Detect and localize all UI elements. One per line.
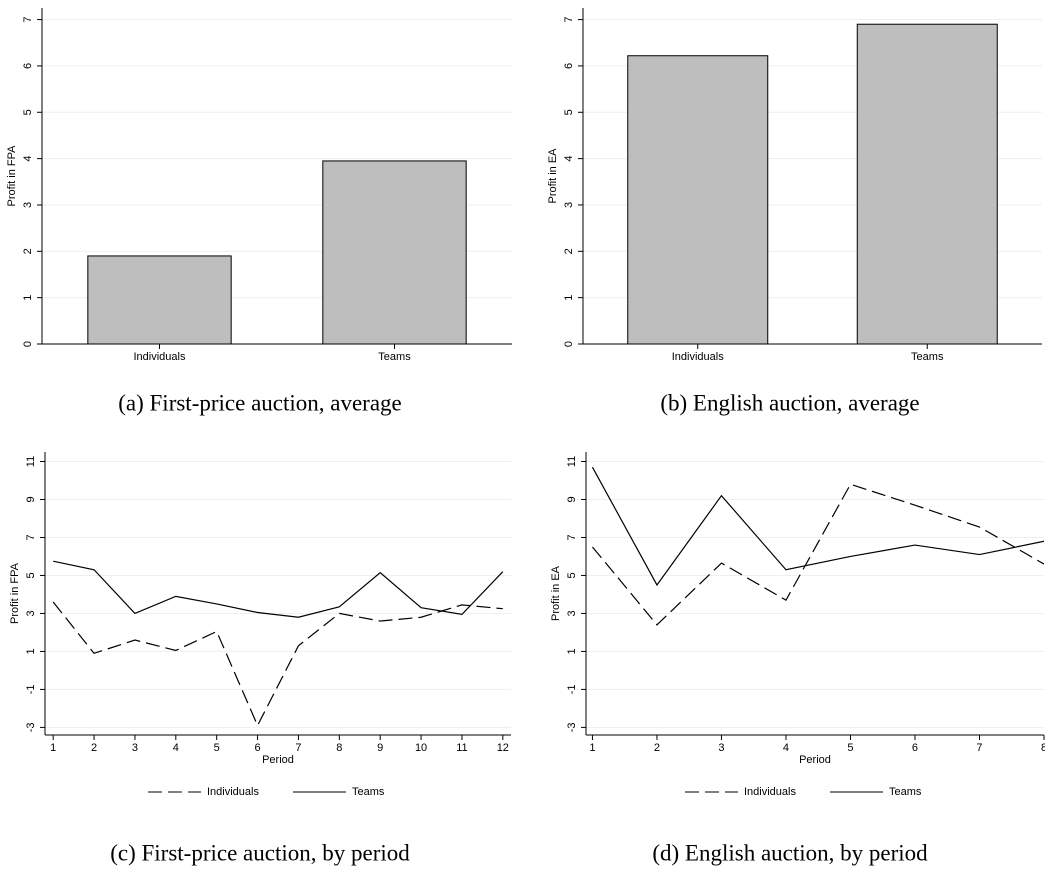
y-tick-label: 2 [22,248,34,254]
legend-label: Teams [352,786,385,798]
y-tick-label: 7 [22,17,34,23]
caption: (a) First-price auction, average [118,390,402,415]
y-tick-label: 4 [563,156,575,162]
legend-label: Individuals [207,786,259,798]
y-tick-label: 5 [22,109,34,115]
y-tick-label: 5 [25,572,37,578]
y-tick-label: 9 [566,496,578,502]
x-tick-label: 9 [377,742,383,754]
y-axis-label: Profit in EA [550,565,562,621]
y-tick-label: 7 [566,534,578,540]
y-axis-label: Profit in FPA [6,145,18,207]
bar [627,55,769,345]
x-tick-label: Individuals [134,351,186,363]
x-tick-label: 6 [912,742,918,754]
y-tick-label: 0 [22,341,34,347]
y-tick-label: 6 [563,63,575,69]
x-tick-label: 11 [456,742,467,754]
x-tick-label: 5 [214,742,220,754]
x-axis-label: Period [262,754,294,766]
line [591,466,1044,587]
x-tick-label: 8 [1041,742,1045,754]
y-axis-label: Profit in EA [547,148,559,204]
x-tick-label: Teams [911,351,944,363]
x-tick-label: 4 [173,742,179,754]
x-tick-label: 3 [132,742,138,754]
x-tick-label: 4 [783,742,789,754]
y-tick-label: -1 [25,685,37,695]
line [52,601,503,727]
y-tick-label: 9 [25,496,37,502]
x-tick-label: 7 [976,742,982,754]
y-tick-label: 4 [22,156,34,162]
y-tick-label: 3 [22,202,34,208]
x-tick-label: Individuals [672,351,724,363]
y-tick-label: -3 [566,723,578,733]
y-tick-label: 3 [566,610,578,616]
bar [87,255,232,345]
y-tick-label: 11 [566,456,578,467]
x-tick-label: 5 [847,742,853,754]
y-tick-label: 7 [563,17,575,23]
y-tick-label: 3 [25,610,37,616]
line [591,483,1044,626]
y-tick-label: 0 [563,341,575,347]
caption: (d) English auction, by period [652,840,928,865]
y-tick-label: 1 [566,648,578,654]
legend-label: Teams [889,786,922,798]
y-tick-label: -1 [566,685,578,695]
bar [322,160,467,345]
x-tick-label: 1 [589,742,595,754]
y-tick-label: 5 [563,109,575,115]
legend-label: Individuals [744,786,796,798]
y-tick-label: 11 [25,456,37,467]
x-tick-label: 7 [295,742,301,754]
y-tick-label: 6 [22,63,34,69]
x-tick-label: 1 [50,742,56,754]
x-tick-label: 6 [254,742,260,754]
y-tick-label: 1 [22,295,34,301]
y-tick-label: 5 [566,572,578,578]
line [53,560,504,618]
y-tick-label: 1 [563,295,575,301]
y-tick-label: -3 [25,723,37,733]
x-tick-label: 12 [497,742,509,754]
caption: (c) First-price auction, by period [110,840,410,865]
y-tick-label: 7 [25,534,37,540]
x-tick-label: 2 [91,742,97,754]
bar [856,23,998,345]
y-tick-label: 1 [25,648,37,654]
x-axis-label: Period [799,754,831,766]
caption: (b) English auction, average [660,390,919,415]
x-tick-label: 8 [336,742,342,754]
x-tick-label: 10 [415,742,427,754]
x-tick-label: 2 [654,742,660,754]
y-axis-label: Profit in FPA [9,562,21,624]
y-tick-label: 3 [563,202,575,208]
y-tick-label: 2 [563,248,575,254]
x-tick-label: 3 [718,742,724,754]
x-tick-label: Teams [378,351,411,363]
